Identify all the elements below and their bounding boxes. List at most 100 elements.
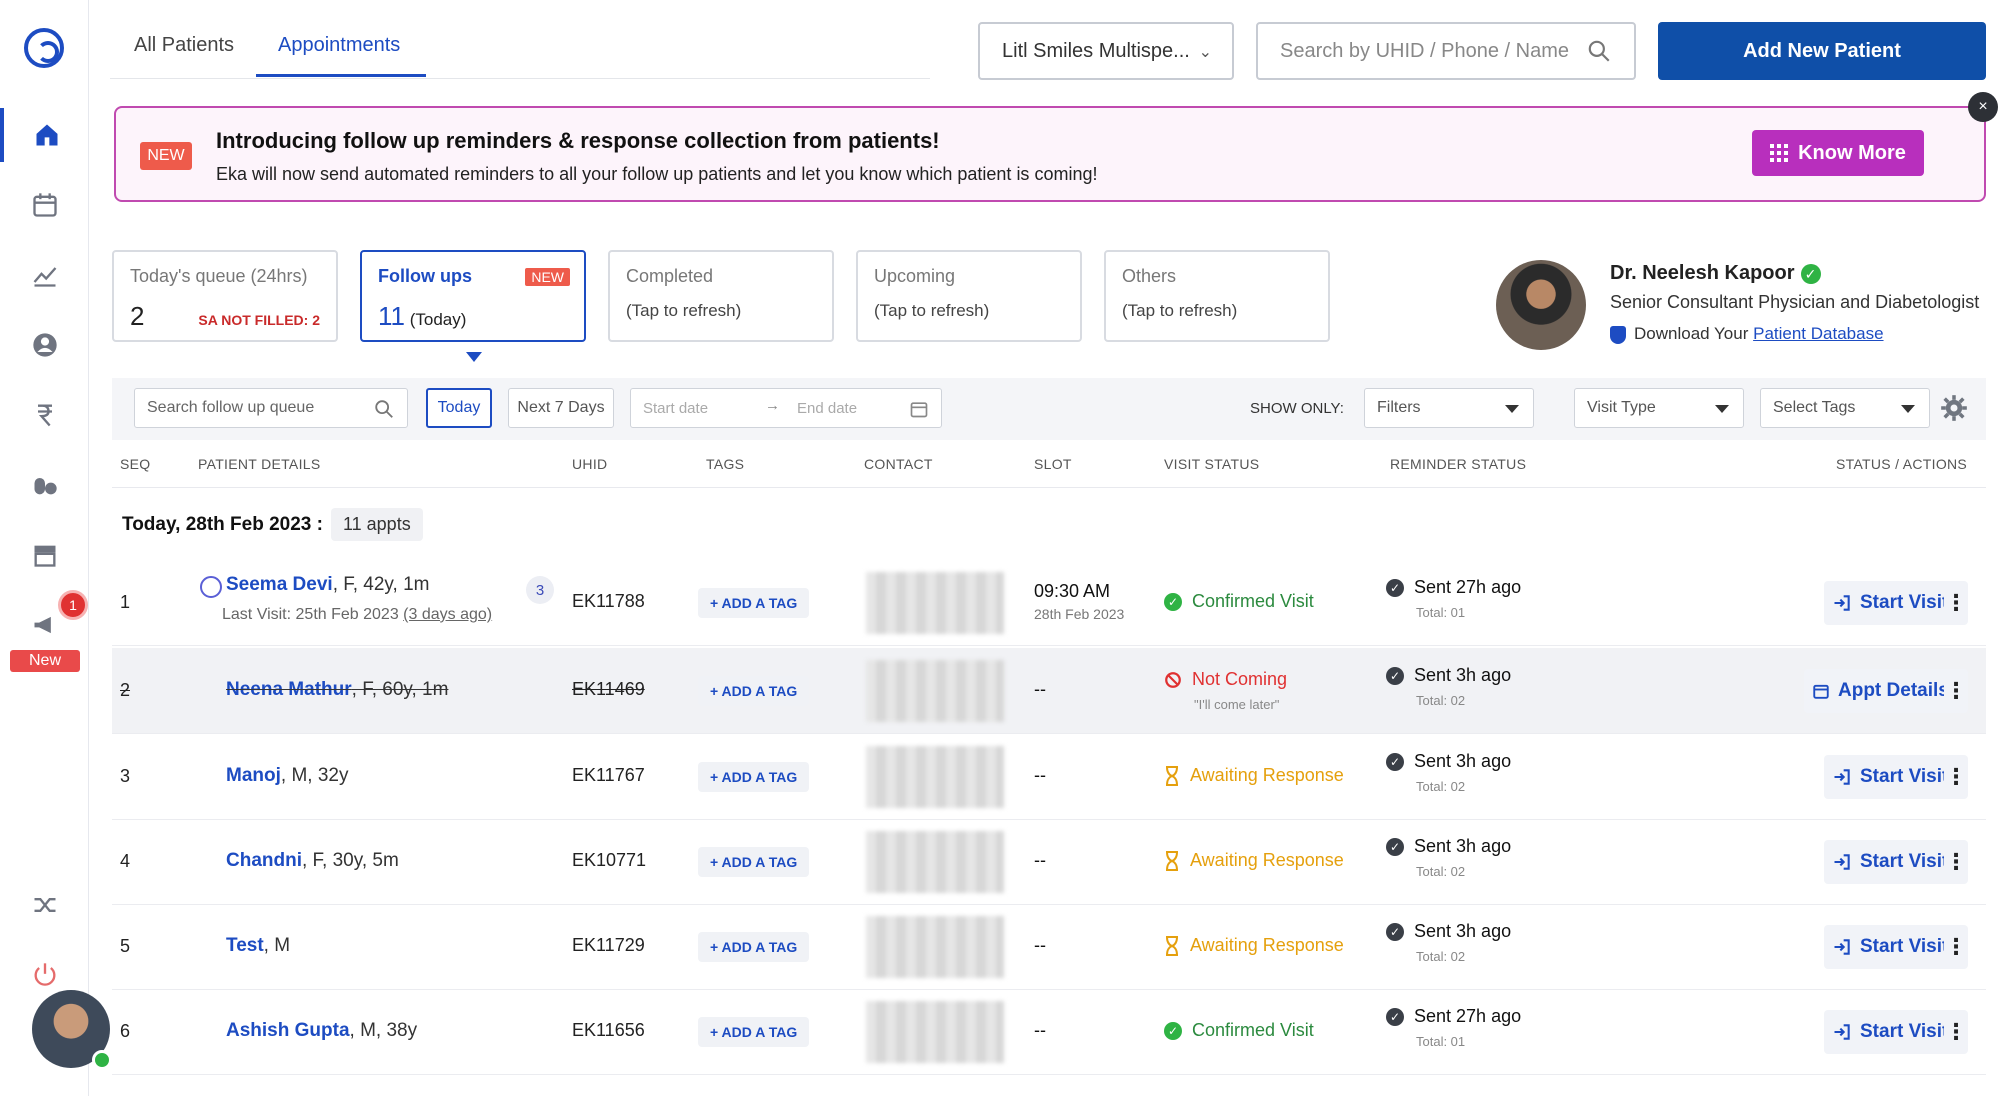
power-icon[interactable] [0,948,89,1002]
user-icon[interactable] [0,318,89,372]
card-follow-ups[interactable]: Follow ups NEW 11 (Today) [360,250,586,342]
start-visit-button[interactable]: Start Visit [1824,925,1957,969]
card-others[interactable]: Others (Tap to refresh) [1104,250,1330,342]
search-icon [1588,40,1610,62]
row-seq: 2 [120,680,131,700]
tabs-divider [110,78,930,79]
patient-details: Neena Mathur, F, 60y, 1m [226,679,449,700]
know-more-button[interactable]: Know More [1752,130,1924,176]
clinic-select[interactable]: Litl Smiles Multispe... ⌄ [978,22,1234,80]
shuffle-icon[interactable] [0,878,89,932]
card-todays-queue[interactable]: Today's queue (24hrs) 2 SA NOT FILLED: 2 [112,250,338,342]
row-seq: 1 [120,592,131,612]
shield-icon [1610,325,1626,344]
patient-database-link[interactable]: Patient Database [1753,324,1884,343]
slot-time: -- [1034,1020,1046,1040]
date-range-picker[interactable]: Start date → End date [630,388,942,428]
reminder-status: ✓ Sent 3h ago [1386,836,1511,857]
end-date-input[interactable]: End date [797,400,858,417]
caret-down-icon [1901,405,1915,413]
visit-type-dropdown[interactable]: Visit Type [1574,388,1744,428]
visit-status: Awaiting Response [1164,850,1344,871]
col-tags: TAGS [706,456,745,472]
patient-name-link[interactable]: Chandni [226,850,302,871]
table-row: 2 Neena Mathur, F, 60y, 1m EK11469 + ADD A … [112,648,1986,734]
add-tag-button[interactable]: + ADD A TAG [698,1017,810,1047]
visit-status: ✓ Confirmed Visit [1164,591,1314,612]
check-circle-icon: ✓ [1386,837,1404,856]
reminder-total: Total: 02 [1416,693,1466,708]
add-tag-button[interactable]: + ADD A TAG [698,932,810,962]
col-reminder-status: REMINDER STATUS [1390,456,1527,472]
patient-details: Manoj, M, 32y [226,765,349,786]
visit-count-badge: 3 [526,576,554,604]
table-row: 1 Seema Devi, F, 42y, 1m Last Visit: 25th … [112,560,1986,646]
tab-appointments[interactable]: Appointments [278,34,401,56]
feature-banner: NEW Introducing follow up reminders & re… [114,106,1986,202]
more-options-icon[interactable]: ⋮ [1944,840,1968,884]
close-icon[interactable]: × [1968,92,1998,122]
card-value: (Tap to refresh) [626,301,742,320]
gear-icon[interactable] [1940,394,1968,422]
login-arrow-icon [1834,854,1850,870]
add-tag-button[interactable]: + ADD A TAG [698,762,810,792]
follow-up-search-input[interactable]: Search follow up queue [134,388,408,428]
more-options-icon[interactable]: ⋮ [1944,1010,1968,1054]
eka-logo-icon[interactable] [24,28,64,68]
banner-new-badge: NEW [140,142,192,170]
calendar-icon[interactable] [0,178,89,232]
visit-status-note: "I'll come later" [1194,697,1280,712]
select-tags-dropdown[interactable]: Select Tags [1760,388,1930,428]
show-only-label: SHOW ONLY: [1250,400,1344,417]
next-7-days-button[interactable]: Next 7 Days [508,388,614,428]
home-icon[interactable] [0,108,89,162]
more-options-icon[interactable]: ⋮ [1944,581,1968,625]
patient-name-link[interactable]: Seema Devi [226,574,333,595]
start-visit-button[interactable]: Start Visit [1824,840,1957,884]
card-upcoming[interactable]: Upcoming (Tap to refresh) [856,250,1082,342]
rupee-icon[interactable] [0,388,89,442]
pills-icon[interactable] [0,458,89,512]
table-row: 6 Ashish Gupta, M, 38y EK11656 + ADD A TAG -… [112,989,1986,1075]
start-visit-button[interactable]: Start Visit [1824,755,1957,799]
slot-time: -- [1034,679,1046,699]
start-visit-button[interactable]: Start Visit [1824,1010,1957,1054]
col-seq: SEQ [120,456,151,472]
patient-details: Ashish Gupta, M, 38y [226,1020,418,1041]
patient-name-link[interactable]: Neena Mathur [226,679,352,700]
start-visit-button[interactable]: Start Visit [1824,581,1957,625]
calendar-icon [910,402,928,418]
today-filter-button[interactable]: Today [426,388,492,428]
col-visit-status: VISIT STATUS [1164,456,1260,472]
more-options-icon[interactable]: ⋮ [1944,669,1968,713]
visit-type-dropdown-value: Visit Type [1587,399,1656,416]
patient-uhid: EK11656 [572,1020,645,1040]
add-new-patient-button[interactable]: Add New Patient [1658,22,1986,80]
patient-uhid: EK11469 [572,679,645,699]
start-date-input[interactable]: Start date [643,400,709,417]
patient-name-link[interactable]: Test [226,935,264,956]
row-seq: 6 [120,1021,131,1041]
chevron-down-icon: ⌄ [1198,44,1212,61]
more-options-icon[interactable]: ⋮ [1944,755,1968,799]
tab-all-patients[interactable]: All Patients [134,34,235,56]
active-tab-indicator [256,74,426,77]
slot-time: -- [1034,935,1046,955]
megaphone-icon[interactable] [0,598,89,652]
patient-name-link[interactable]: Manoj [226,765,281,786]
more-options-icon[interactable]: ⋮ [1944,925,1968,969]
patient-name-link[interactable]: Ashish Gupta [226,1020,350,1041]
card-completed[interactable]: Completed (Tap to refresh) [608,250,834,342]
filters-dropdown[interactable]: Filters [1364,388,1534,428]
add-tag-button[interactable]: + ADD A TAG [698,588,810,618]
inventory-icon[interactable] [0,528,89,582]
table-header: SEQ PATIENT DETAILS UHID TAGS CONTACT SL… [112,442,1986,488]
analytics-icon[interactable] [0,248,89,302]
appt-details-button[interactable]: Appt Details [1804,669,1957,713]
banner-subtitle: Eka will now send automated reminders to… [216,164,1098,184]
know-more-label: Know More [1798,141,1906,164]
add-tag-button[interactable]: + ADD A TAG [698,676,810,706]
patient-search-input[interactable]: Search by UHID / Phone / Name [1256,22,1636,80]
add-tag-button[interactable]: + ADD A TAG [698,847,810,877]
doctor-title: Senior Consultant Physician and Diabetol… [1610,292,1980,312]
